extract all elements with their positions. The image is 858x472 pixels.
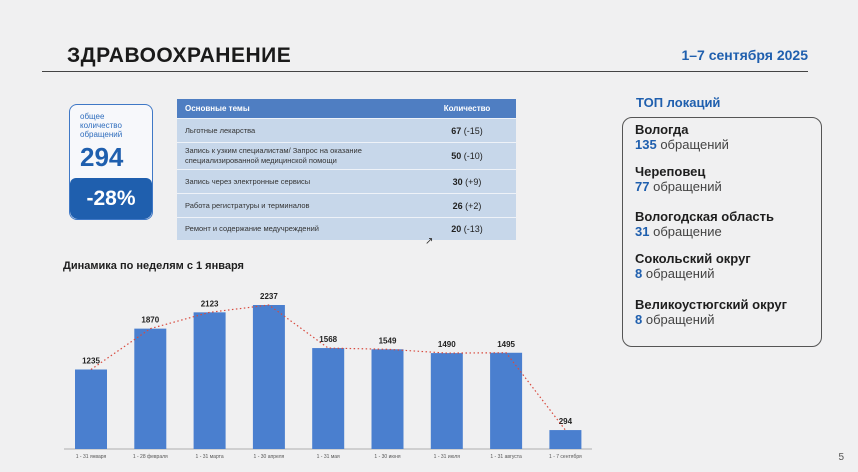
kpi-caption-line: общее	[80, 112, 105, 121]
bar	[549, 430, 582, 449]
table-row: Работа регистратуры и терминалов 26 (+2)	[177, 193, 516, 218]
location-item: Череповец 77 обращений	[635, 164, 722, 195]
date-range: 1–7 сентября 2025	[681, 47, 808, 63]
theme-cell: Запись к узким специалистам/ Запрос на о…	[177, 142, 418, 170]
bar	[75, 369, 107, 449]
bar	[430, 353, 463, 449]
count-cell: 30 (+9)	[418, 169, 516, 194]
location-count: 77 обращений	[635, 179, 722, 194]
header-divider	[42, 71, 808, 72]
location-count: 135 обращений	[635, 137, 729, 152]
bar	[371, 349, 404, 449]
location-item: Вологда 135 обращений	[635, 122, 729, 153]
theme-cell: Работа регистратуры и терминалов	[177, 193, 418, 218]
tick-label: 1 - 30 апреля	[254, 454, 285, 460]
location-name: Вологда	[635, 122, 689, 137]
tick-label: 1 - 31 июля	[434, 454, 461, 460]
bar	[134, 328, 167, 449]
table-row: Запись к узким специалистам/ Запрос на о…	[177, 142, 516, 170]
location-name: Вологодская область	[635, 209, 775, 224]
column-header-count: Количество	[418, 99, 516, 119]
table-header-row: Основные темы Количество	[177, 99, 516, 119]
location-count: 8 обращений	[635, 312, 715, 327]
location-item: Вологодская область 31 обращение	[635, 209, 774, 240]
location-name: Сокольский округ	[635, 251, 751, 266]
trend-line	[90, 304, 566, 431]
location-name: Череповец	[635, 164, 706, 179]
bar	[490, 352, 523, 449]
data-label: 1870	[141, 316, 159, 325]
tick-label: 1 - 31 августа	[490, 454, 522, 460]
column-header-theme: Основные темы	[177, 99, 418, 119]
count-cell: 26 (+2)	[418, 193, 516, 218]
chart-title: Динамика по неделям с 1 января	[63, 260, 244, 272]
top-locations-title: ТОП локаций	[636, 95, 721, 110]
delta: (+2)	[465, 200, 482, 211]
bar	[193, 312, 226, 449]
kpi-caption-line: обращений	[80, 130, 123, 139]
kpi-caption-line: количество	[80, 121, 122, 130]
location-count: 31 обращение	[635, 224, 722, 239]
table-row: Ремонт и содержание медучреждений 20 (-1…	[177, 217, 516, 240]
data-label: 1568	[319, 335, 337, 344]
kpi-caption: общее количество обращений	[80, 112, 122, 139]
mouse-cursor-icon: ↗	[425, 236, 434, 247]
bar	[252, 305, 285, 449]
topics-table: Основные темы Количество Льготные лекарс…	[177, 99, 516, 240]
theme-cell: Ремонт и содержание медучреждений	[177, 217, 418, 240]
location-name: Великоустюгский округ	[635, 297, 788, 312]
table-row: Запись через электронные сервисы 30 (+9)	[177, 169, 516, 194]
page-number: 5	[838, 452, 844, 463]
total-requests-card: общее количество обращений 294 -28%	[69, 104, 153, 220]
data-label: 1235	[82, 357, 100, 366]
tick-label: 1 - 31 мая	[317, 454, 340, 460]
page-title: ЗДРАВООХРАНЕНИЕ	[67, 44, 292, 67]
count-cell: 20 (-13)	[418, 217, 516, 240]
data-label: 1495	[497, 340, 515, 349]
delta: (-15)	[463, 125, 483, 136]
data-label: 294	[559, 417, 573, 426]
theme-cell: Запись через электронные сервисы	[177, 169, 418, 194]
delta: (+9)	[465, 176, 482, 187]
table-row: Льготные лекарства 67 (-15)	[177, 118, 516, 143]
location-item: Сокольский округ 8 обращений	[635, 251, 751, 282]
data-label: 2123	[201, 299, 219, 308]
tick-label: 1 - 7 сентября	[549, 454, 582, 460]
data-label: 2237	[260, 292, 278, 301]
count-cell: 50 (-10)	[418, 142, 516, 170]
top-locations-panel: Вологда 135 обращений Череповец 77 обращ…	[622, 117, 822, 347]
location-count: 8 обращений	[635, 266, 715, 281]
tick-label: 1 - 30 июня	[374, 454, 400, 460]
tick-label: 1 - 28 февраля	[133, 454, 168, 460]
data-label: 1490	[438, 340, 456, 349]
kpi-total: 294	[80, 142, 124, 172]
theme-cell: Льготные лекарства	[177, 118, 418, 143]
tick-label: 1 - 31 марта	[196, 454, 224, 460]
location-item: Великоустюгский округ 8 обращений	[635, 297, 787, 328]
data-label: 1549	[379, 336, 397, 345]
count-cell: 67 (-15)	[418, 118, 516, 143]
tick-label: 1 - 31 января	[76, 454, 107, 460]
bar	[312, 348, 345, 449]
delta: (-13)	[463, 223, 483, 234]
kpi-change-badge: -28%	[70, 178, 152, 219]
delta: (-10)	[463, 151, 483, 161]
